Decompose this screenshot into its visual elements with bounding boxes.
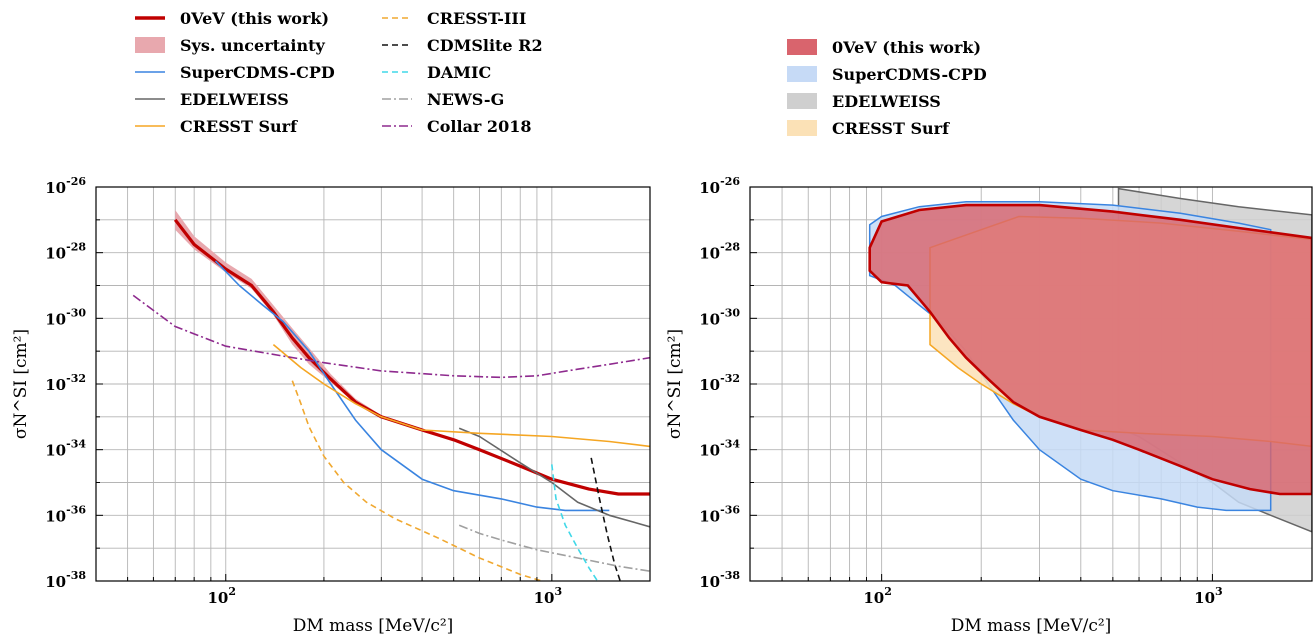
legend-label: 0VeV (this work) [832,38,981,57]
ticks [749,186,1313,582]
x-axis-label: DM mass [MeV/c²] [293,616,454,636]
series-line-damic [551,464,599,581]
legend-label: SuperCDMS-CPD [832,65,987,84]
chart-panel-right: 10-26 10-28 10-30 10-32 10-34 10-36 10-38 102 10… [665,175,1313,636]
legend-item-supercdms-cpd: SuperCDMS-CPD [787,65,987,84]
legend-right: 0VeV (this work) SuperCDMS-CPD EDELWEISS CR… [787,38,987,138]
x-tick-label: 103 [534,585,563,607]
legend-label: DAMIC [427,63,491,82]
grid [95,186,651,582]
y-axis-label: σN^SI [cm²] [11,329,31,439]
x-tick-label: 103 [1194,585,1223,607]
series-line-cdmslite-r2 [590,457,621,581]
legend-label: CDMSlite R2 [427,36,543,55]
legend-item-edelweiss: EDELWEISS [787,92,941,111]
legend-label: Sys. uncertainty [180,36,325,55]
y-tick-label: 10-34 [45,438,86,460]
series-line-news-g [458,524,650,572]
plot-area [868,187,1312,533]
y-tick-label: 10-30 [45,306,86,328]
legend-label: CRESST Surf [180,117,298,136]
legend-item-sys-uncertainty: Sys. uncertainty [135,36,325,55]
x-axis-label: DM mass [MeV/c²] [951,616,1112,636]
legend-item-cdmslite-r2: CDMSlite R2 [382,36,543,55]
y-tick-label: 10-26 [45,175,86,197]
legend-label: SuperCDMS-CPD [180,63,335,82]
legend-swatch [135,37,165,53]
y-tick-label: 10-38 [45,569,86,591]
legend-item-edelweiss: EDELWEISS [135,90,289,109]
y-tick-label: 10-36 [45,503,86,525]
series-line-edelweiss [458,427,650,528]
legend-item-cresst-iii: CRESST-III [382,9,526,28]
series-line-0vev-this-work [173,218,650,496]
y-tick-label: 10-26 [699,175,740,197]
legend-item-0vev-this-work: 0VeV (this work) [135,9,329,28]
series-line-collar-2018 [132,294,650,379]
legend-label: Collar 2018 [427,117,531,136]
series-line-cresst-iii [291,380,542,581]
legend-label: 0VeV (this work) [180,9,329,28]
chart-panel-left: 10-26 10-28 10-30 10-32 10-34 10-36 10-38 102 10… [11,175,651,636]
y-tick-label: 10-28 [45,241,86,263]
legend-item-damic: DAMIC [382,63,491,82]
series-line-supercdms-cpd [214,260,610,512]
ticks [95,186,651,582]
legend-item-collar-2018: Collar 2018 [382,117,531,136]
legend-item-supercdms-cpd: SuperCDMS-CPD [135,63,335,82]
plot-area [132,210,650,581]
legend-item-cresst-surf: CRESST Surf [787,119,950,138]
legend-swatch [787,93,817,109]
legend-label: EDELWEISS [832,92,941,111]
legend-swatch [787,66,817,82]
y-tick-label: 10-32 [45,372,86,394]
y-tick-label: 10-32 [699,372,740,394]
series-line-cresst-surf [272,343,650,448]
y-tick-label: 10-30 [699,306,740,328]
region-0vev-this-work [868,203,1312,496]
y-tick-label: 10-38 [699,569,740,591]
y-tick-label: 10-34 [699,438,740,460]
legend-swatch [787,120,817,136]
y-tick-label: 10-36 [699,503,740,525]
y-tick-label: 10-28 [699,241,740,263]
y-axis-label: σN^SI [cm²] [665,329,685,439]
legend-item-cresst-surf: CRESST Surf [135,117,298,136]
legend-label: CRESST-III [427,9,526,28]
series-band-sys-uncertainty [175,210,423,430]
legend-item-news-g: NEWS-G [382,90,504,109]
legend-item-0vev-this-work: 0VeV (this work) [787,38,981,57]
x-tick-label: 102 [863,585,892,607]
legend-swatch [787,39,817,55]
x-tick-label: 102 [207,585,236,607]
legend-label: EDELWEISS [180,90,289,109]
legend-label: NEWS-G [427,90,504,109]
legend-label: CRESST Surf [832,119,950,138]
legend-left: 0VeV (this work) Sys. uncertainty SuperCDM… [135,9,543,136]
